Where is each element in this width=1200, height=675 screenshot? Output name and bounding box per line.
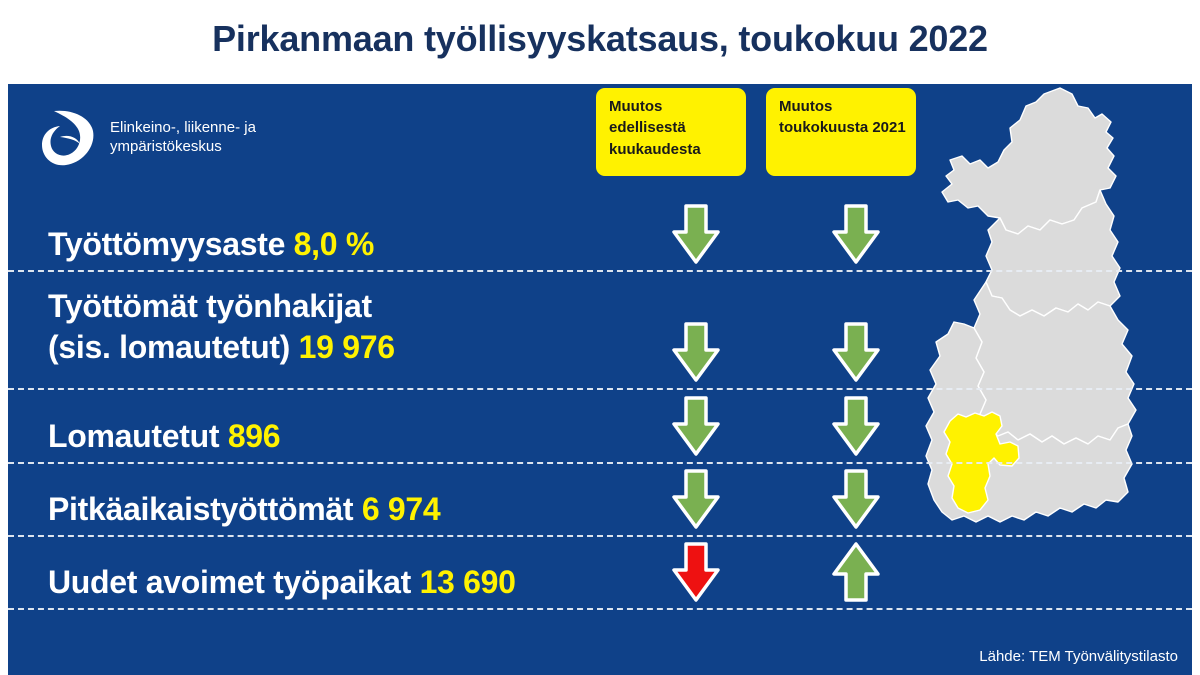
stat-row: Pitkäaikaistyöttömät 6 974 — [48, 489, 638, 530]
stat-row: Työttömät työnhakijat (sis. lomautetut) … — [48, 286, 638, 368]
finland-region-map — [892, 84, 1192, 659]
change-arrow-prev-month — [668, 202, 724, 266]
row-separator — [8, 535, 1192, 537]
map-region-lappi — [941, 87, 1117, 235]
row-separator — [8, 388, 1192, 390]
column-header-prev-year-label: Muutos toukokuusta 2021 — [779, 98, 906, 137]
ely-logo: Elinkeino-, liikenne- ja ympäristökeskus — [38, 107, 256, 169]
change-arrow-prev-year — [828, 320, 884, 384]
change-arrow-prev-month — [668, 467, 724, 531]
stat-value: 8,0 % — [293, 226, 375, 262]
stat-value: 13 690 — [419, 564, 516, 600]
ely-logo-text: Elinkeino-, liikenne- ja ympäristökeskus — [110, 119, 256, 157]
change-arrow-prev-year — [828, 202, 884, 266]
infographic-panel: Elinkeino-, liikenne- ja ympäristökeskus… — [8, 84, 1192, 675]
stat-row: Työttömyysaste 8,0 % — [48, 224, 638, 265]
column-header-prev-month-label: Muutos edellisestä kuukaudesta — [609, 98, 701, 158]
row-separator — [8, 270, 1192, 272]
column-header-prev-month: Muutos edellisestä kuukaudesta — [596, 88, 746, 176]
stat-value: 896 — [227, 418, 281, 454]
source-note: Lähde: TEM Työnvälitystilasto — [979, 648, 1178, 665]
page-title: Pirkanmaan työllisyyskatsaus, toukokuu 2… — [212, 18, 988, 59]
row-separator — [8, 462, 1192, 464]
stat-label: Työttömyysaste — [48, 226, 286, 262]
stat-value: 6 974 — [361, 491, 441, 527]
change-arrow-prev-month — [668, 320, 724, 384]
ely-logo-text-line1: Elinkeino-, liikenne- ja — [110, 119, 256, 137]
map-region-pohjois-pohjanmaa — [985, 189, 1121, 317]
stat-value: 19 976 — [298, 328, 395, 365]
map-region-keski-ita-suomi — [973, 281, 1137, 445]
change-arrow-prev-year — [828, 394, 884, 458]
stat-row: Uudet avoimet työpaikat 13 690 — [48, 562, 638, 603]
ely-leaf-logo-icon — [38, 107, 98, 169]
ely-logo-text-line2: ympäristökeskus — [110, 138, 222, 155]
change-arrow-prev-year — [828, 540, 884, 604]
change-arrow-prev-month — [668, 394, 724, 458]
stat-row: Lomautetut 896 — [48, 416, 638, 457]
row-separator — [8, 608, 1192, 610]
stat-label: Uudet avoimet työpaikat — [48, 564, 411, 600]
stat-label: Pitkäaikaistyöttömät — [48, 491, 354, 527]
map-region-etela-suomi — [925, 321, 1133, 523]
stat-label: Työttömät työnhakijat — [48, 288, 372, 324]
change-arrow-prev-month — [668, 540, 724, 604]
change-arrow-prev-year — [828, 467, 884, 531]
column-header-prev-year: Muutos toukokuusta 2021 — [766, 88, 916, 176]
stat-label-secondary: (sis. lomautetut) — [48, 328, 291, 365]
stat-label: Lomautetut — [48, 418, 220, 454]
